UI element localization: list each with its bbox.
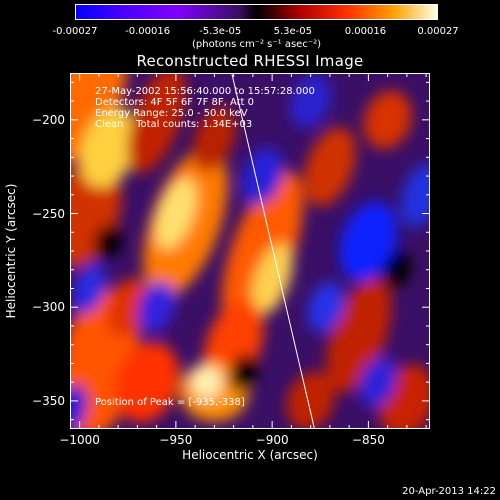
colorbar-tick-label: -5.3e-05 (199, 26, 242, 37)
heatmap-plot (70, 73, 430, 429)
x-tick-label: −950 (159, 433, 193, 447)
emission-blob (363, 90, 412, 150)
emission-blob (106, 278, 149, 337)
emission-blob (383, 251, 412, 288)
y-tick-label: −350 (32, 393, 65, 408)
annotation-clean-counts: Clean Total counts: 1.34E+03 (95, 119, 253, 130)
emission-blob (359, 356, 397, 408)
colorbar-tick-label: 0.00027 (417, 26, 459, 37)
emission-blob (400, 162, 430, 228)
emission-blob (304, 127, 356, 207)
x-tick-label: −850 (351, 433, 385, 447)
solar-limb-line (231, 73, 315, 429)
colorbar-tick-label: -0.00016 (125, 26, 171, 37)
x-axis-label: Heliocentric X (arcsec) (182, 448, 318, 462)
emission-blob (127, 73, 186, 174)
peak-position-label: Position of Peak = [-935,-338] (95, 397, 245, 408)
emission-blob (94, 225, 123, 259)
emission-blob (79, 108, 138, 188)
y-tick-label: −300 (32, 300, 65, 315)
emission-blob (229, 354, 258, 391)
emission-blob (155, 177, 197, 250)
colorbar-tick-label: 0.00016 (344, 26, 387, 37)
x-tick-label: −900 (255, 433, 289, 447)
emission-blob (70, 385, 88, 429)
emission-blob (221, 171, 304, 331)
emission-blob (192, 106, 236, 171)
date-stamp: 20-Apr-2013 14:22 (402, 486, 496, 497)
colorbar (75, 4, 438, 20)
y-axis-label: Heliocentric Y (arcsec) (4, 183, 18, 319)
annotation-energy-range: Energy Range: 25.0 - 50.0 keV (95, 108, 248, 119)
emission-blob (339, 201, 398, 282)
annotation-detectors: Detectors: 4F 5F 6F 7F 8F, Att 0 (95, 97, 255, 108)
chart-title: Reconstructed RHESSI Image (136, 52, 364, 70)
emission-blob (290, 73, 332, 129)
emission-blob (72, 263, 107, 314)
emission-blob (251, 243, 293, 315)
y-tick-label: −200 (32, 112, 65, 127)
colorbar-tick-label: 5.3e-05 (273, 26, 312, 37)
emission-blob (114, 342, 180, 423)
x-tick-label: −1000 (59, 433, 100, 447)
emission-blob (138, 281, 176, 333)
colorbar-unit-label: (photons cm⁻² s⁻¹ asec⁻²) (191, 39, 322, 50)
emission-blob (191, 365, 223, 400)
colorbar-tick-label: -0.00027 (52, 26, 98, 37)
annotation-time-range: 27-May-2002 15:56:40.000 to 15:57:28.000 (95, 86, 315, 97)
emission-blob (307, 281, 345, 333)
y-tick-label: −250 (32, 206, 65, 221)
emission-blob (286, 371, 335, 429)
